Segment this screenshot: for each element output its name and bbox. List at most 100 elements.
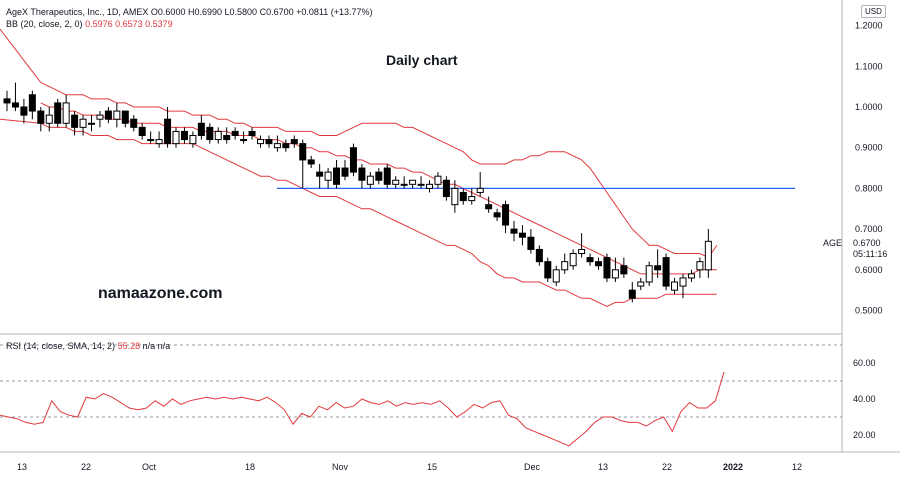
bollinger-lower-band bbox=[40, 122, 717, 307]
bollinger-basis bbox=[40, 102, 717, 275]
candle bbox=[88, 115, 95, 132]
candle bbox=[197, 115, 205, 140]
candle-body bbox=[527, 236, 535, 250]
candle-body bbox=[544, 261, 552, 279]
candle-body bbox=[349, 147, 357, 173]
bollinger-lower-lead bbox=[0, 118, 41, 124]
candle-body bbox=[138, 126, 146, 136]
date-tick-label: Nov bbox=[332, 462, 349, 472]
candle bbox=[400, 176, 408, 189]
candle bbox=[510, 220, 518, 242]
candle-body bbox=[113, 110, 121, 120]
candle bbox=[637, 277, 645, 291]
candle bbox=[535, 245, 543, 266]
candle bbox=[240, 131, 248, 144]
candle-body bbox=[20, 106, 28, 116]
rsi-tick-label: 20.00 bbox=[853, 430, 876, 440]
candle bbox=[138, 123, 146, 140]
candle bbox=[189, 131, 197, 148]
candle bbox=[569, 249, 577, 270]
candle bbox=[257, 135, 264, 148]
candle bbox=[375, 168, 383, 185]
candle bbox=[611, 257, 619, 283]
candle-body bbox=[628, 289, 636, 299]
candle-body bbox=[45, 114, 53, 124]
bollinger-upper-lead bbox=[0, 28, 42, 83]
candle bbox=[282, 139, 290, 152]
candle-body bbox=[417, 183, 425, 186]
candle bbox=[628, 282, 636, 303]
candle-body bbox=[645, 265, 653, 283]
candle bbox=[104, 107, 112, 124]
last-price-value: 0.6700 bbox=[853, 238, 881, 248]
candle-body bbox=[223, 134, 231, 141]
watermark-text: namaazone.com bbox=[98, 285, 223, 302]
candle-body bbox=[96, 114, 104, 120]
candle-body bbox=[248, 130, 256, 136]
rsi-na-1: n/a bbox=[142, 341, 156, 351]
candle-body bbox=[299, 143, 307, 161]
candle bbox=[417, 176, 425, 189]
candle bbox=[426, 180, 433, 193]
candle-body bbox=[341, 167, 349, 177]
candle bbox=[248, 127, 256, 140]
currency-badge[interactable]: USD bbox=[861, 5, 886, 18]
candle bbox=[544, 257, 552, 283]
price-tick-label: 0.7000 bbox=[855, 224, 883, 234]
candle-body bbox=[459, 191, 467, 202]
candle-body bbox=[316, 171, 324, 177]
candle-body bbox=[662, 257, 670, 287]
rsi-tick-label: 40.00 bbox=[853, 394, 876, 404]
candle bbox=[409, 179, 417, 189]
candle-body bbox=[180, 130, 188, 141]
candle-body bbox=[333, 167, 341, 185]
candle bbox=[654, 249, 662, 278]
bollinger-label: BB (20, close, 2, 0) bbox=[6, 19, 83, 29]
candle bbox=[3, 90, 11, 112]
candle bbox=[71, 111, 79, 136]
rsi-legend: RSI (14, close, SMA, 14, 2) 55.28 n/a n/… bbox=[6, 341, 170, 351]
price-tick-label: 1.2000 bbox=[855, 21, 883, 31]
candle-body bbox=[578, 248, 586, 255]
candle-body bbox=[442, 179, 450, 198]
candle bbox=[180, 127, 188, 144]
open-value: O0.6000 bbox=[150, 7, 186, 17]
candle-body bbox=[611, 269, 619, 279]
candle bbox=[164, 107, 172, 148]
candle bbox=[20, 98, 28, 124]
price-tick-label: 0.8000 bbox=[855, 183, 883, 193]
candle bbox=[155, 131, 163, 148]
change-value: +0.0811 (+13.77%) bbox=[296, 7, 373, 17]
candle-body bbox=[28, 94, 36, 112]
candle-body bbox=[37, 110, 45, 124]
candle-body bbox=[679, 277, 687, 287]
candle bbox=[696, 257, 704, 278]
rsi-tick-label: 60.00 bbox=[853, 358, 876, 368]
date-tick-label: 13 bbox=[17, 462, 27, 472]
candle bbox=[392, 176, 400, 189]
date-tick-label: Dec bbox=[524, 462, 541, 472]
date-tick-label: Oct bbox=[142, 462, 157, 472]
candle bbox=[62, 94, 70, 128]
rsi-na-2: n/a bbox=[157, 341, 171, 351]
candle-body bbox=[409, 179, 417, 185]
candle bbox=[290, 135, 298, 148]
bollinger-basis-value: 0.5976 bbox=[85, 19, 113, 29]
candle-body bbox=[400, 183, 408, 186]
candle bbox=[518, 225, 526, 246]
candle-body bbox=[206, 126, 214, 141]
date-tick-label: 15 bbox=[427, 462, 437, 472]
candle bbox=[273, 135, 281, 152]
candle bbox=[493, 208, 501, 221]
candle bbox=[687, 269, 695, 283]
candle-body bbox=[265, 139, 273, 145]
candle bbox=[561, 253, 569, 274]
candle bbox=[679, 273, 687, 299]
candle bbox=[206, 123, 214, 144]
candle bbox=[586, 253, 594, 266]
candle bbox=[341, 159, 349, 181]
candle-body bbox=[62, 102, 70, 124]
candle bbox=[307, 155, 315, 169]
candle-body bbox=[603, 257, 611, 279]
